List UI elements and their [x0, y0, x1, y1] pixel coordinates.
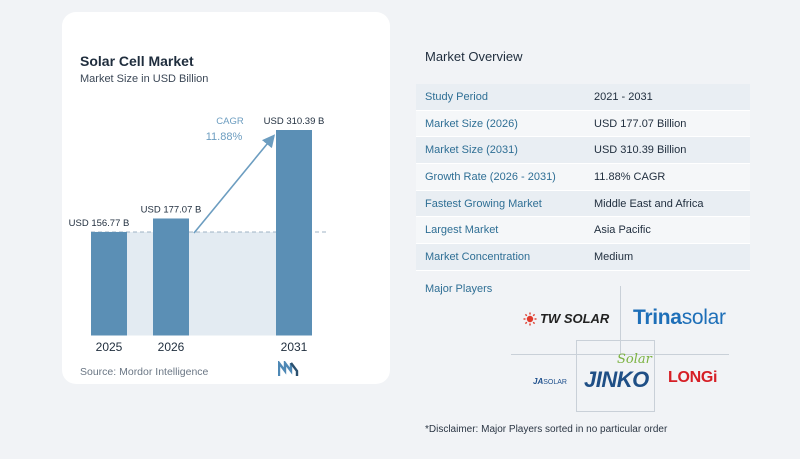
- row-key: Market Size (2031): [425, 144, 518, 157]
- data-label: USD 310.39 B: [264, 116, 325, 127]
- logo-divider: [511, 354, 729, 355]
- trina-text: Trina: [633, 306, 682, 329]
- row-key: Growth Rate (2026 - 2031): [425, 170, 556, 183]
- bar-chart: USD 156.77 B 2025 USD 177.07 B 2026 USD 310.…: [69, 116, 326, 354]
- table-row: Study Period 2021 - 2031: [416, 84, 750, 111]
- bar: [91, 231, 127, 336]
- row-key: Market Size (2026): [425, 117, 518, 130]
- sun-icon: [523, 312, 537, 325]
- row-value: USD 310.39 Billion: [594, 144, 687, 157]
- jinko-solar-logo: Solar JINKO: [583, 352, 653, 408]
- jinko-script-text: Solar: [617, 352, 652, 367]
- row-value: Medium: [594, 250, 634, 263]
- data-label: USD 177.07 B: [141, 204, 202, 215]
- table-row: Fastest Growing Market Middle East and Af…: [416, 190, 750, 218]
- chart-title: Solar Cell Market: [80, 53, 194, 69]
- ja-text: JA: [533, 377, 544, 386]
- logo-divider: [576, 340, 654, 341]
- overview-table: Study Period 2021 - 2031 Market Size (202…: [416, 84, 750, 271]
- logo-divider: [576, 411, 654, 412]
- logo-divider: [654, 340, 655, 412]
- data-label: USD 156.77 B: [69, 218, 130, 229]
- ja-solar-text: SOLAR: [543, 379, 567, 386]
- major-players-title: Major Players: [425, 283, 493, 295]
- logo-divider: [576, 340, 577, 412]
- x-tick-label: 2031: [281, 340, 308, 354]
- row-value: USD 177.07 Billion: [594, 117, 687, 130]
- row-value: Middle East and Africa: [594, 197, 704, 210]
- tw-solar-text: TW SOLAR: [540, 311, 610, 326]
- cagr-arrow: [193, 134, 276, 234]
- trina-solar-logo: Trinasolar: [633, 306, 726, 330]
- disclaimer: *Disclaimer: Major Players sorted in no …: [425, 424, 668, 435]
- row-value: 11.88% CAGR: [594, 170, 666, 183]
- jinko-text: JINKO: [584, 367, 649, 392]
- bar: [276, 130, 312, 336]
- source-note: Source: Mordor Intelligence: [80, 366, 209, 378]
- row-key: Fastest Growing Market: [425, 197, 542, 210]
- row-key: Market Concentration: [425, 250, 531, 263]
- mordor-logo-icon: [278, 361, 299, 376]
- table-row: Largest Market Asia Pacific: [416, 217, 750, 245]
- row-key: Largest Market: [425, 224, 499, 237]
- solar-text: solar: [681, 306, 726, 329]
- x-tick-label: 2025: [96, 340, 123, 354]
- row-value: Asia Pacific: [594, 224, 651, 237]
- tw-solar-logo: TW SOLAR: [523, 311, 609, 326]
- row-value: 2021 - 2031: [594, 90, 653, 103]
- ja-solar-logo: JASOLAR: [533, 377, 567, 386]
- logo-divider: [620, 286, 621, 355]
- market-overview-title: Market Overview: [425, 49, 523, 64]
- row-key: Study Period: [425, 90, 488, 103]
- bar: [153, 218, 189, 336]
- table-row: Growth Rate (2026 - 2031) 11.88% CAGR: [416, 164, 750, 191]
- x-tick-label: 2026: [158, 340, 185, 354]
- table-row: Market Size (2031) USD 310.39 Billion: [416, 137, 750, 165]
- table-row: Market Concentration Medium: [416, 244, 750, 271]
- longi-logo: LONGi: [668, 369, 717, 387]
- chart-subtitle: Market Size in USD Billion: [80, 73, 209, 85]
- longi-text: LONGi: [668, 369, 718, 386]
- table-row: Market Size (2026) USD 177.07 Billion: [416, 110, 750, 138]
- cagr-value: 11.88%: [206, 131, 243, 143]
- cagr-label: CAGR: [216, 116, 244, 127]
